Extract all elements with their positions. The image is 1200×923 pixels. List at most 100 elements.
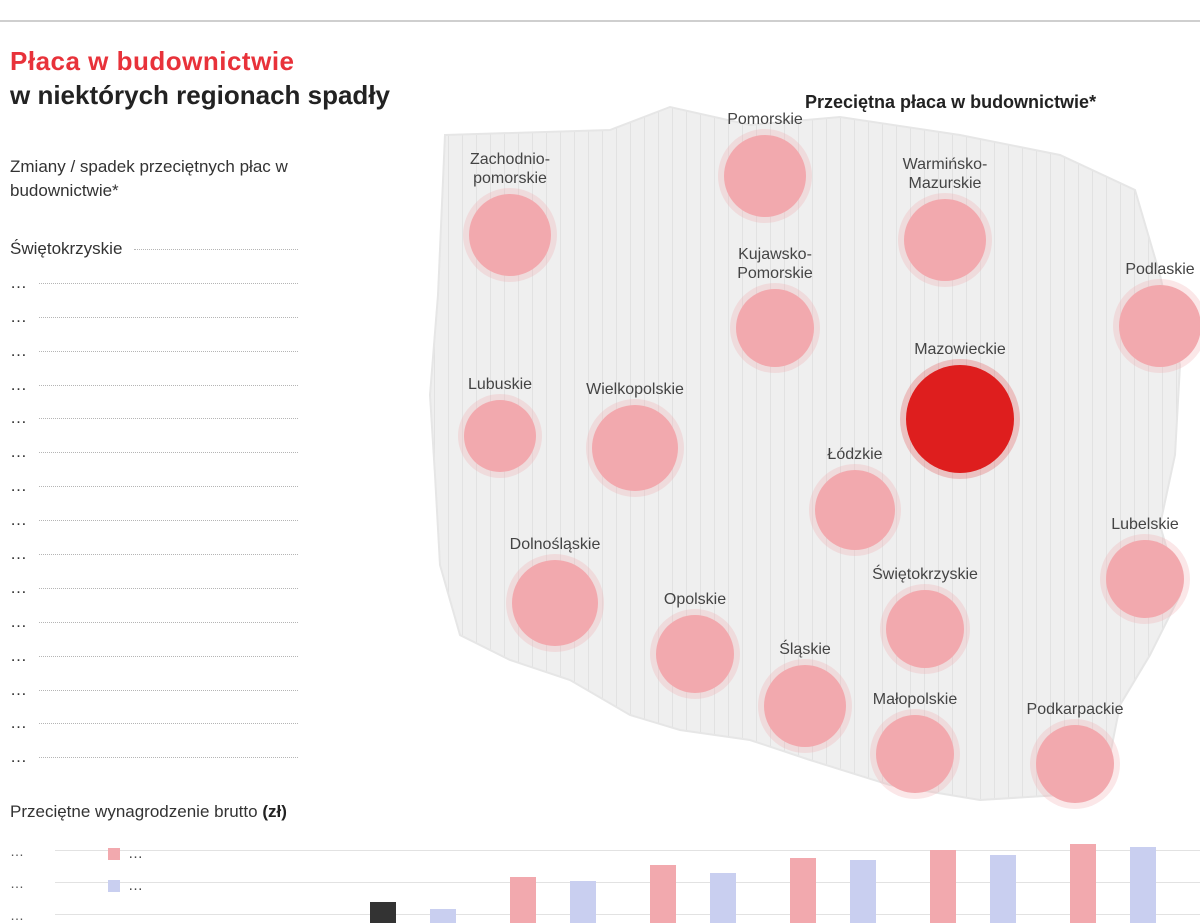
- legend-label: …: [128, 877, 143, 894]
- bar-a: [790, 858, 816, 923]
- ranking-region-name: …: [10, 611, 33, 632]
- ranking-region-name: …: [10, 713, 33, 734]
- ranking-row: Świętokrzyskie: [10, 232, 370, 266]
- ranking-region-name: …: [10, 476, 33, 497]
- bar-b: [430, 909, 456, 923]
- region-bubble-highlight: [906, 365, 1014, 473]
- legend-swatch: [108, 879, 120, 892]
- bottom-bar-chart: [360, 840, 1200, 923]
- ranking-region-name: …: [10, 306, 33, 327]
- top-rule: [0, 20, 1200, 22]
- ranking-row: …: [10, 401, 370, 435]
- ranking-region-name: …: [10, 408, 33, 429]
- region-map: Pomorskie Zachodnio- pomorskie Warmińsko- …: [420, 95, 1200, 830]
- region-name: Łódzkie: [827, 446, 883, 463]
- ranking-row: …: [10, 537, 370, 571]
- bar-b: [710, 873, 736, 923]
- ranking-region-name: …: [10, 747, 33, 768]
- leader-dots: [39, 587, 298, 589]
- ranking-region-name: …: [10, 510, 33, 531]
- leader-dots: [39, 417, 298, 420]
- map-region: Świętokrzyskie: [850, 565, 1000, 668]
- region-bubble: [876, 715, 954, 793]
- bar-a: [930, 850, 956, 923]
- map-region: Opolskie: [620, 590, 770, 693]
- leader-dots: [39, 621, 298, 623]
- region-bubble: [464, 400, 536, 472]
- region-bubble: [1119, 285, 1200, 367]
- map-region: Wielkopolskie: [560, 380, 710, 491]
- region-bubble: [1106, 540, 1184, 618]
- map-title: Przeciętna płaca w budownictwie*: [805, 92, 1097, 112]
- region-name: Warmińsko- Mazurskie: [902, 156, 988, 192]
- axis-label: …: [10, 843, 24, 859]
- leader-dots: [39, 722, 298, 725]
- ranking-list: Świętokrzyskie … … … … … … … … … … … … … … …: [10, 232, 370, 774]
- region-name: Podlaskie: [1125, 261, 1195, 278]
- region-bubble: [815, 470, 895, 550]
- bar-b: [1130, 847, 1156, 923]
- legend-swatch: [108, 847, 120, 860]
- bar-a: [370, 902, 396, 923]
- leader-dots: [39, 519, 298, 522]
- region-bubble: [469, 194, 551, 276]
- region-bubble: [512, 560, 598, 646]
- ranking-row: …: [10, 673, 370, 707]
- ranking-row: …: [10, 368, 370, 402]
- ranking-region-name: …: [10, 442, 33, 463]
- ranking-region-name: …: [10, 679, 33, 700]
- ranking-row: …: [10, 740, 370, 774]
- axis-label: …: [10, 875, 24, 891]
- region-name: Wielkopolskie: [586, 381, 684, 398]
- ranking-region-name: …: [10, 577, 33, 598]
- region-name: Śląskie: [779, 641, 831, 658]
- map-region: Zachodnio- pomorskie: [435, 150, 585, 276]
- ranking-region-name: …: [10, 272, 33, 293]
- ranking-row: …: [10, 639, 370, 673]
- region-bubble: [592, 405, 678, 491]
- leader-dots: [39, 384, 298, 386]
- grid-line: [55, 850, 1200, 851]
- region-name: Zachodnio- pomorskie: [469, 151, 551, 187]
- legend-item: …: [108, 877, 143, 894]
- ranking-region-name: …: [10, 543, 33, 564]
- leader-dots: [134, 248, 298, 250]
- region-bubble: [764, 665, 846, 747]
- ranking-region-name: Świętokrzyskie: [10, 238, 129, 259]
- bar-a: [650, 865, 676, 923]
- region-name: Lubelskie: [1111, 516, 1179, 533]
- region-name: Lubuskie: [467, 376, 533, 393]
- region-name: Świętokrzyskie: [872, 566, 978, 583]
- region-bubble: [886, 590, 964, 668]
- axis-label: …: [10, 907, 24, 923]
- region-bubble: [904, 199, 986, 281]
- region-name: Dolnośląskie: [509, 536, 601, 553]
- leader-dots: [39, 282, 298, 284]
- ranking-row: …: [10, 605, 370, 639]
- bottom-chart-unit: (zł): [262, 802, 287, 821]
- ranking-region-name: …: [10, 374, 33, 395]
- region-bubble: [656, 615, 734, 693]
- ranking-region-name: …: [10, 645, 33, 666]
- map-region: Podkarpackie: [1000, 700, 1150, 803]
- region-name: Podkarpackie: [1026, 701, 1124, 718]
- headline-line1: Płaca w budownictwie: [10, 46, 295, 76]
- map-region: Kujawsko- Pomorskie: [700, 245, 850, 367]
- region-name: Opolskie: [663, 591, 727, 608]
- ranking-row: …: [10, 300, 370, 334]
- map-region: Śląskie: [730, 640, 880, 747]
- leader-dots: [39, 689, 298, 691]
- leader-dots: [39, 350, 298, 352]
- leader-dots: [39, 451, 298, 454]
- map-region: Małopolskie: [840, 690, 990, 793]
- ranking-region-name: …: [10, 340, 33, 361]
- leader-dots: [39, 655, 298, 657]
- bottom-chart-caption: Przeciętne wynagrodzenie brutto (zł): [10, 802, 287, 822]
- map-region: Dolnośląskie: [480, 535, 630, 646]
- ranking-row: …: [10, 334, 370, 368]
- leader-dots: [39, 756, 298, 759]
- region-name: Kujawsko- Pomorskie: [737, 246, 813, 282]
- ranking-row: …: [10, 266, 370, 300]
- region-bubble: [736, 289, 814, 367]
- ranking-row: …: [10, 469, 370, 503]
